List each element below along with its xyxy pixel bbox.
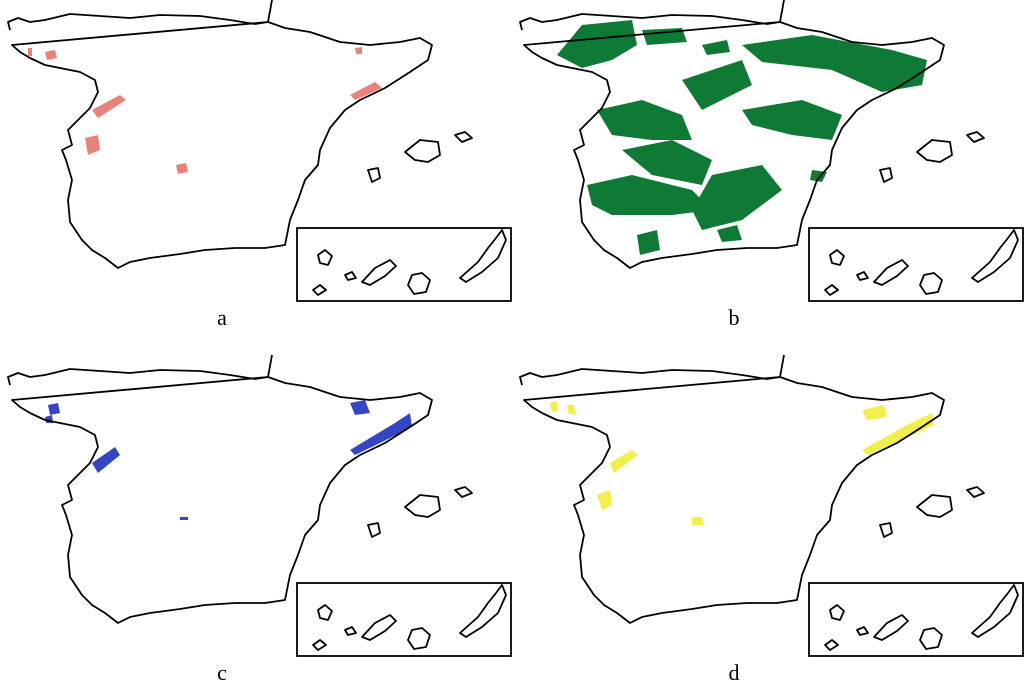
species-range [45, 50, 57, 60]
species-range [862, 405, 887, 420]
panel-label: a [217, 305, 227, 330]
species-range [92, 95, 126, 118]
species-range [597, 100, 692, 140]
species-range [350, 400, 370, 415]
species-range [682, 60, 752, 110]
panel-label: d [729, 660, 740, 685]
species-range [692, 517, 704, 525]
species-range [176, 163, 188, 174]
species-range [587, 175, 712, 215]
species-range [550, 401, 558, 412]
species-range [742, 35, 927, 92]
species-range [717, 225, 742, 242]
map-panel: c [7, 354, 512, 685]
species-range [742, 100, 842, 140]
species-range [622, 140, 712, 185]
species-range [597, 490, 612, 510]
species-range [92, 447, 120, 473]
species-range [610, 450, 638, 473]
species-range [350, 82, 382, 100]
species-range [180, 517, 188, 520]
species-range [557, 20, 637, 68]
spain-outline [7, 354, 512, 657]
panel-label: b [729, 305, 740, 330]
map-panel: b [519, 0, 1024, 330]
map-panel: a [7, 0, 512, 330]
spain-outline [7, 0, 512, 302]
species-range [702, 40, 730, 55]
species-range [355, 47, 362, 54]
species-range [48, 403, 60, 415]
panel-label: c [217, 660, 227, 685]
species-range [692, 165, 782, 230]
species-range [862, 413, 934, 455]
species-range [350, 413, 412, 455]
species-range [85, 135, 100, 155]
species-range [567, 405, 576, 415]
map-panel: d [519, 354, 1024, 685]
panels: a b c d [7, 0, 1024, 685]
species-range [637, 230, 660, 255]
spain-outline [519, 354, 1024, 657]
species-range [28, 48, 32, 56]
